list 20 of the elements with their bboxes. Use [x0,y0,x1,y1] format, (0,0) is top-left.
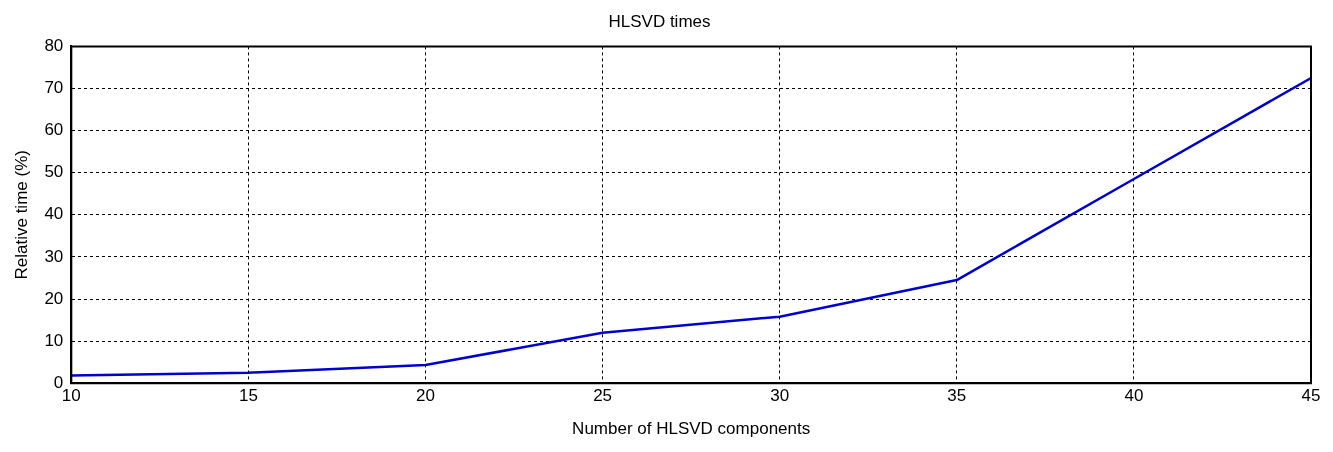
x-tick-label: 40 [1124,386,1144,406]
chart-title: HLSVD times [608,11,711,31]
y-tick-label: 40 [44,204,64,224]
x-tick-label: 15 [238,386,258,406]
x-tick-label: 20 [416,386,435,406]
y-tick-label: 30 [44,246,64,266]
y-tick-label: 0 [53,372,64,392]
x-tick-label: 45 [1301,386,1321,406]
y-tick-label: 50 [44,162,64,182]
y-tick-label: 60 [44,120,64,140]
x-tick-label: 35 [947,386,967,406]
y-tick-label: 70 [44,78,64,98]
y-axis-title: Relative time (%) [11,150,31,280]
x-axis-title: Number of HLSVD components [572,419,811,439]
y-tick-label: 10 [44,330,64,350]
x-tick-label: 25 [593,386,613,406]
x-tick-label: 10 [61,386,81,406]
x-tick-label: 30 [770,386,790,406]
y-tick-label: 80 [44,36,64,56]
y-tick-label: 20 [44,288,64,308]
